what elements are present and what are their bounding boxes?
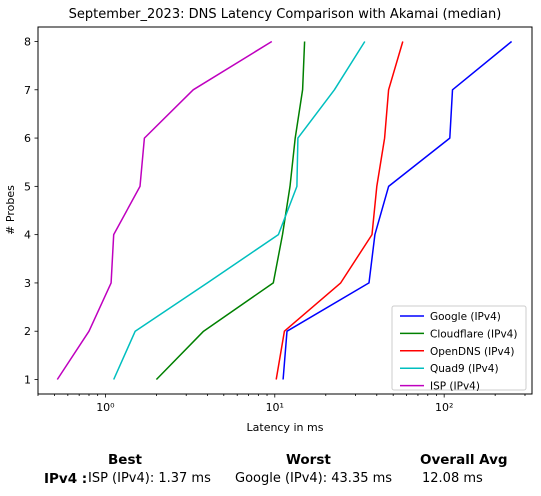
summary-worst-value: Google (IPv4): 43.35 ms (235, 471, 393, 486)
y-tick-label: 8 (24, 35, 31, 48)
chart-title: September_2023: DNS Latency Comparison w… (69, 7, 502, 22)
series-line-quad9-ipv4 (113, 41, 366, 380)
legend-label: ISP (IPv4) (430, 381, 480, 393)
summary-best-value: ISP (IPv4): 1.37 ms (88, 471, 211, 486)
summary-header-worst: Worst (286, 452, 331, 468)
summary-row-label: IPv4 : (44, 471, 88, 487)
y-tick-label: 6 (24, 132, 31, 145)
x-tick-label: 10¹ (266, 401, 284, 414)
series-line-google-ipv4 (282, 40, 513, 380)
series-line-cloudflare-ipv4 (155, 41, 306, 381)
x-axis-label: Latency in ms (247, 421, 324, 434)
plot-frame (37, 26, 533, 395)
legend-label: OpenDNS (IPv4) (430, 346, 515, 358)
y-tick-label: 5 (24, 180, 31, 193)
y-tick-label: 2 (24, 325, 31, 338)
y-tick-label: 4 (24, 229, 31, 242)
plot-lines (56, 40, 513, 381)
summary-overall-avg-value: 12.08 ms (422, 471, 483, 486)
legend: Google (IPv4) Cloudflare (IPv4) OpenDNS (I… (391, 305, 527, 393)
y-tick-label: 3 (24, 277, 31, 290)
x-axis: 10⁰ 10¹ 10² (37, 394, 526, 414)
series-line-opendns-ipv4 (275, 41, 404, 380)
series-line-isp-ipv4 (56, 40, 273, 380)
legend-box (391, 305, 527, 391)
x-tick-label: 10² (435, 401, 453, 414)
legend-label: Google (IPv4) (430, 311, 501, 323)
y-tick-label: 1 (24, 374, 31, 387)
legend-label: Cloudflare (IPv4) (430, 328, 517, 340)
y-axis-label: # Probes (4, 185, 17, 235)
legend-label: Quad9 (IPv4) (430, 363, 499, 375)
summary-header-best: Best (108, 452, 142, 468)
y-axis: 1 2 3 4 5 6 7 8 (24, 35, 38, 387)
y-tick-label: 7 (24, 84, 31, 97)
summary-header-overall-avg: Overall Avg (420, 452, 508, 468)
x-tick-label: 10⁰ (96, 401, 115, 414)
latency-chart: September_2023: DNS Latency Comparison w… (4, 7, 533, 434)
